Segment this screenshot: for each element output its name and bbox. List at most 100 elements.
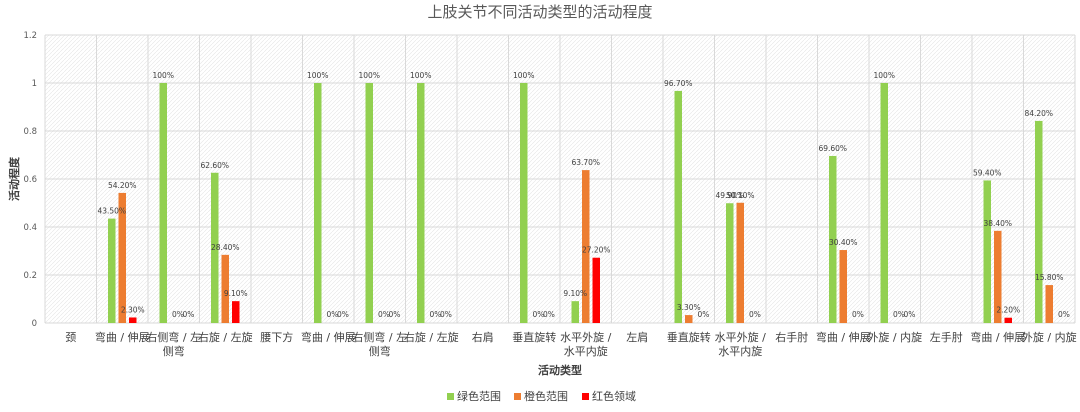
- legend-label: 绿色范围: [457, 389, 501, 403]
- bar: [108, 218, 116, 323]
- data-label: 0%: [389, 310, 401, 319]
- bars: [108, 83, 1053, 323]
- x-category-label: 右侧弯 / 左: [352, 330, 407, 344]
- x-category-label: 垂直旋转: [512, 330, 556, 344]
- bar: [736, 202, 744, 323]
- data-label: 0%: [183, 310, 195, 319]
- data-label: 2.20%: [996, 306, 1020, 315]
- data-label: 28.40%: [211, 243, 240, 252]
- bar: [1004, 317, 1012, 323]
- data-label: 0%: [533, 310, 545, 319]
- data-label: 50.10%: [726, 191, 755, 200]
- bar: [582, 170, 590, 323]
- data-labels: 43.50% 100% 62.60% 100% 100% 100% 100% 9.10% 96.…: [97, 71, 1069, 319]
- data-label: 0%: [327, 310, 339, 319]
- legend: 绿色范围 橙色范围 红色领域: [447, 389, 636, 403]
- data-label: 100%: [359, 71, 380, 80]
- bar: [1035, 120, 1043, 323]
- bar: [417, 83, 425, 323]
- x-category-label: 左肩: [626, 330, 648, 344]
- x-category-label: 外旋 / 内旋: [867, 330, 922, 344]
- bar: [314, 83, 322, 323]
- gridlines: [44, 34, 1076, 324]
- x-category-label: 外旋 / 内旋: [1022, 330, 1077, 344]
- x-category-label: 颈: [65, 331, 76, 344]
- bar: [983, 180, 991, 323]
- data-label: 0%: [430, 310, 442, 319]
- data-label: 100%: [513, 71, 534, 80]
- bar: [571, 301, 579, 323]
- y-tick-label: 1: [32, 79, 37, 89]
- x-category-label: 弯曲 / 伸展: [301, 330, 356, 344]
- data-label: 9.10%: [563, 289, 587, 298]
- data-label: 27.20%: [582, 246, 611, 255]
- y-tick-label: 0: [32, 319, 37, 329]
- legend-label: 红色领域: [592, 389, 636, 403]
- x-category-label: 弯曲 / 伸展: [970, 330, 1025, 344]
- data-label: 0%: [337, 310, 349, 319]
- x-category-label: 侧弯: [163, 344, 185, 358]
- bar: [726, 203, 734, 323]
- x-category-label: 弯曲 / 伸展: [816, 330, 871, 344]
- bar: [880, 83, 888, 323]
- data-label: 69.60%: [818, 144, 847, 153]
- data-label: 100%: [153, 71, 174, 80]
- x-category-label: 右侧弯 / 左: [146, 330, 201, 344]
- y-axis-title: 活动程度: [7, 156, 21, 201]
- legend-swatch: [447, 393, 454, 400]
- data-label: 9.10%: [224, 289, 248, 298]
- bar: [829, 155, 837, 323]
- x-category-label: 水平外旋 /: [715, 330, 766, 344]
- data-label: 0%: [172, 310, 184, 319]
- bar: [211, 172, 219, 323]
- x-category-label: 右手肘: [775, 330, 808, 344]
- data-label: 38.40%: [983, 219, 1012, 228]
- x-category-label: 水平内旋: [564, 344, 608, 358]
- data-label: 0%: [378, 310, 390, 319]
- chart-title: 上肢关节不同活动类型的活动程度: [427, 3, 652, 21]
- data-label: 0%: [749, 310, 761, 319]
- x-category-label: 右肩: [472, 330, 494, 344]
- data-label: 100%: [307, 71, 328, 80]
- data-label: 49.90%: [715, 191, 744, 200]
- data-label: 15.80%: [1035, 273, 1064, 282]
- data-label: 62.60%: [200, 161, 229, 170]
- bar: [118, 192, 126, 323]
- x-category-label: 垂直旋转: [667, 330, 711, 344]
- bar: [221, 254, 229, 323]
- bar: [159, 83, 167, 323]
- data-label: 43.50%: [97, 207, 126, 216]
- y-tick-label: 0.2: [23, 271, 37, 281]
- x-category-labels: 颈弯曲 / 伸展右侧弯 / 左侧弯右旋 / 左旋 腰下方 弯曲 / 伸展右侧弯 / …: [65, 330, 1076, 358]
- data-label: 0%: [852, 310, 864, 319]
- y-tick-labels: 0 0.2 0.4 0.6 0.8 1 1.2: [23, 31, 37, 329]
- legend-swatch: [514, 393, 521, 400]
- bar: [592, 257, 600, 323]
- data-label: 54.20%: [108, 181, 137, 190]
- x-category-label: 弯曲 / 伸展: [95, 330, 150, 344]
- y-tick-label: 0.6: [23, 175, 37, 185]
- x-axis-title: 活动类型: [538, 363, 582, 377]
- data-label: 2.30%: [121, 305, 145, 314]
- bar: [839, 250, 847, 323]
- data-label: 0%: [543, 310, 555, 319]
- x-category-label: 侧弯: [369, 344, 391, 358]
- bar: [685, 315, 693, 323]
- y-tick-label: 1.2: [23, 31, 37, 41]
- data-label: 63.70%: [571, 158, 600, 167]
- data-label: 100%: [874, 71, 895, 80]
- bar: [994, 230, 1002, 323]
- bar: [1045, 285, 1053, 323]
- data-label: 0%: [698, 310, 710, 319]
- data-label: 84.20%: [1024, 109, 1053, 118]
- data-label: 96.70%: [664, 79, 693, 88]
- data-label: 3.30%: [677, 303, 701, 312]
- bar: [129, 317, 137, 323]
- x-category-label: 右旋 / 左旋: [404, 330, 459, 344]
- data-label: 30.40%: [829, 238, 858, 247]
- bar: [520, 83, 528, 323]
- data-label: 59.40%: [973, 168, 1002, 177]
- bar: [365, 83, 373, 323]
- data-label: 0%: [904, 310, 916, 319]
